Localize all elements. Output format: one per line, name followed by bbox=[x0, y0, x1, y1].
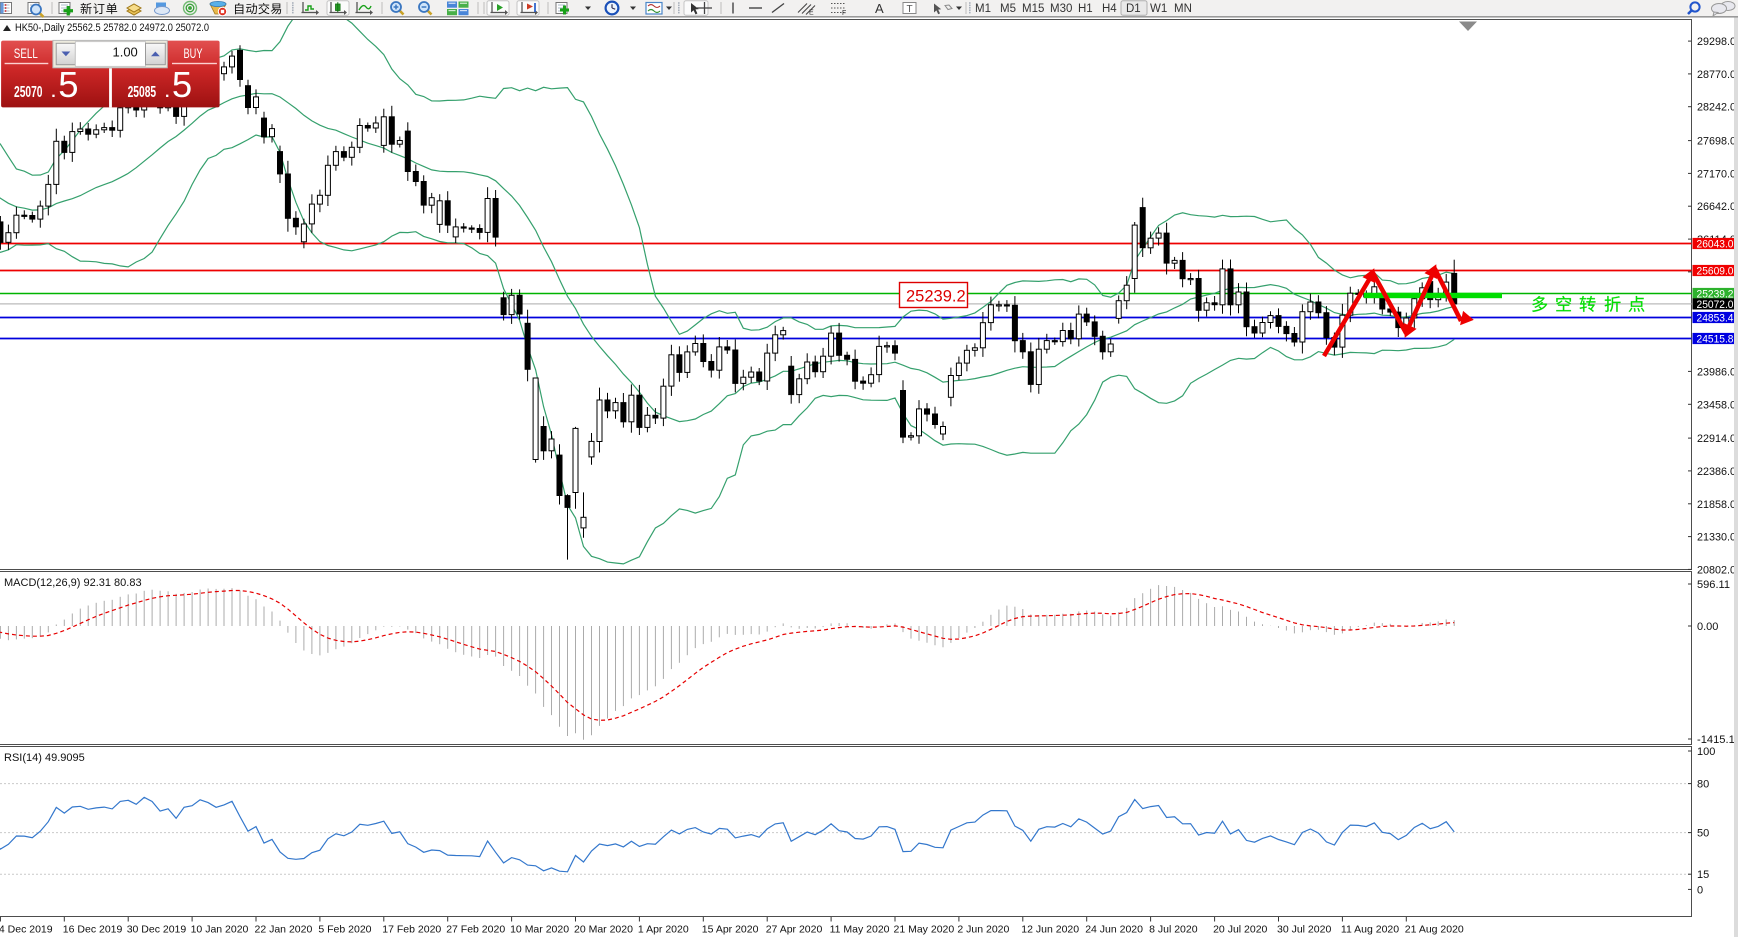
svg-text:22 Jan 2020: 22 Jan 2020 bbox=[255, 924, 313, 936]
svg-text:HK50-,Daily 25562.5 25782.0 2: HK50-,Daily 25562.5 25782.0 24972.0 2507… bbox=[15, 22, 209, 34]
svg-text:RSI(14) 49.9095: RSI(14) 49.9095 bbox=[4, 752, 85, 764]
svg-text:11 Aug 2020: 11 Aug 2020 bbox=[1341, 924, 1399, 936]
svg-text:25609.0: 25609.0 bbox=[1697, 266, 1734, 278]
svg-text:20 Mar 2020: 20 Mar 2020 bbox=[574, 924, 633, 936]
svg-text:8 Jul 2020: 8 Jul 2020 bbox=[1149, 924, 1198, 936]
svg-text:H4: H4 bbox=[1102, 3, 1117, 15]
svg-text:15: 15 bbox=[1697, 869, 1709, 881]
svg-text:.: . bbox=[165, 84, 169, 101]
svg-text:M15: M15 bbox=[1022, 3, 1044, 15]
svg-text:F: F bbox=[842, 10, 846, 17]
svg-text:25239.2: 25239.2 bbox=[906, 288, 966, 306]
svg-text:22386.0: 22386.0 bbox=[1697, 466, 1736, 478]
svg-text:22914.0: 22914.0 bbox=[1697, 433, 1736, 445]
svg-text:5: 5 bbox=[172, 64, 192, 105]
svg-text:21 Aug 2020: 21 Aug 2020 bbox=[1405, 924, 1464, 936]
svg-text:1.00: 1.00 bbox=[112, 45, 137, 60]
svg-text:M1: M1 bbox=[975, 3, 991, 15]
svg-text:10 Jan 2020: 10 Jan 2020 bbox=[191, 924, 249, 936]
svg-text:26642.0: 26642.0 bbox=[1697, 201, 1736, 213]
svg-text:26043.0: 26043.0 bbox=[1697, 239, 1734, 251]
svg-text:23986.0: 23986.0 bbox=[1697, 366, 1736, 378]
svg-text:28770.0: 28770.0 bbox=[1697, 69, 1736, 81]
svg-text:12 Jun 2020: 12 Jun 2020 bbox=[1021, 924, 1079, 936]
svg-text:27 Feb 2020: 27 Feb 2020 bbox=[446, 924, 505, 936]
svg-text:20802.0: 20802.0 bbox=[1697, 564, 1736, 576]
svg-text:-1415.19: -1415.19 bbox=[1697, 734, 1738, 746]
svg-text:27 Apr 2020: 27 Apr 2020 bbox=[766, 924, 823, 936]
svg-text:27170.0: 27170.0 bbox=[1697, 168, 1736, 180]
svg-text:A: A bbox=[875, 1, 884, 16]
svg-text:28242.0: 28242.0 bbox=[1697, 102, 1736, 114]
svg-text:25085: 25085 bbox=[128, 84, 157, 101]
svg-text:29298.0: 29298.0 bbox=[1697, 36, 1736, 48]
svg-text:E: E bbox=[809, 10, 814, 17]
svg-text:W1: W1 bbox=[1150, 3, 1167, 15]
svg-text:4 Dec 2019: 4 Dec 2019 bbox=[0, 924, 53, 936]
svg-text:0: 0 bbox=[1697, 884, 1703, 896]
svg-text:15 Apr 2020: 15 Apr 2020 bbox=[702, 924, 759, 936]
svg-text:21858.0: 21858.0 bbox=[1697, 499, 1736, 511]
svg-text:MACD(12,26,9) 92.31 80.83: MACD(12,26,9) 92.31 80.83 bbox=[4, 577, 142, 589]
svg-text:2 Jun 2020: 2 Jun 2020 bbox=[957, 924, 1009, 936]
svg-text:1 Apr 2020: 1 Apr 2020 bbox=[638, 924, 689, 936]
svg-text:M30: M30 bbox=[1050, 3, 1072, 15]
svg-text:H1: H1 bbox=[1078, 3, 1093, 15]
svg-text:T: T bbox=[907, 4, 913, 15]
svg-text:0.00: 0.00 bbox=[1697, 621, 1718, 633]
svg-text:23458.0: 23458.0 bbox=[1697, 399, 1736, 411]
svg-text:24 Jun 2020: 24 Jun 2020 bbox=[1085, 924, 1143, 936]
svg-text:20 Jul 2020: 20 Jul 2020 bbox=[1213, 924, 1267, 936]
svg-text:5: 5 bbox=[58, 64, 78, 105]
svg-text:30 Dec 2019: 30 Dec 2019 bbox=[127, 924, 187, 936]
svg-text:21330.0: 21330.0 bbox=[1697, 532, 1736, 544]
svg-text:30 Jul 2020: 30 Jul 2020 bbox=[1277, 924, 1331, 936]
svg-text:27698.0: 27698.0 bbox=[1697, 136, 1736, 148]
svg-text:BUY: BUY bbox=[184, 46, 203, 61]
svg-text:100: 100 bbox=[1697, 746, 1715, 758]
svg-text:SELL: SELL bbox=[14, 46, 38, 61]
svg-text:50: 50 bbox=[1697, 828, 1709, 840]
svg-text:24515.8: 24515.8 bbox=[1697, 334, 1734, 346]
svg-text:80: 80 bbox=[1697, 779, 1709, 791]
svg-text:25070: 25070 bbox=[14, 84, 43, 101]
svg-text:25239.2: 25239.2 bbox=[1697, 289, 1734, 301]
svg-text:17 Feb 2020: 17 Feb 2020 bbox=[382, 924, 441, 936]
svg-text:25072.0: 25072.0 bbox=[1697, 299, 1734, 311]
svg-text:11 May 2020: 11 May 2020 bbox=[830, 924, 890, 936]
svg-text:D1: D1 bbox=[1126, 3, 1141, 15]
svg-text:5 Feb 2020: 5 Feb 2020 bbox=[318, 924, 371, 936]
svg-text:24853.4: 24853.4 bbox=[1697, 313, 1734, 325]
svg-text:M5: M5 bbox=[1000, 3, 1016, 15]
svg-text:21 May 2020: 21 May 2020 bbox=[894, 924, 955, 936]
svg-text:596.11: 596.11 bbox=[1697, 579, 1730, 591]
svg-text:16 Dec 2019: 16 Dec 2019 bbox=[63, 924, 123, 936]
svg-text:.: . bbox=[51, 84, 55, 101]
svg-text:10 Mar 2020: 10 Mar 2020 bbox=[510, 924, 569, 936]
svg-text:MN: MN bbox=[1174, 3, 1192, 15]
